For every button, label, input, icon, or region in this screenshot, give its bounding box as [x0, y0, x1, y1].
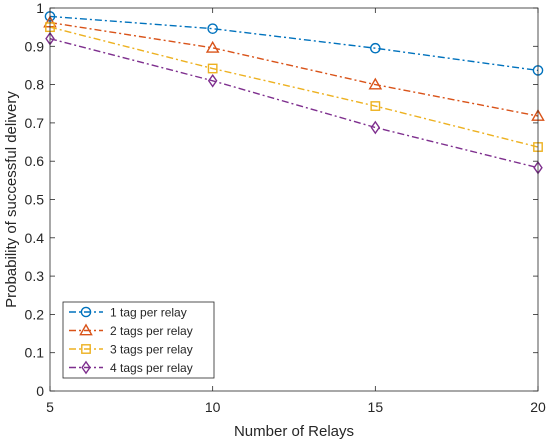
legend-marker-1 — [80, 306, 92, 318]
series-3-point-3 — [370, 101, 381, 111]
series-1-point-2 — [207, 23, 218, 34]
y-tick-label: 0.7 — [25, 115, 45, 131]
y-tick-label: 0.1 — [25, 345, 45, 361]
series-1-point-3 — [370, 42, 381, 54]
y-tick-label: 1 — [36, 0, 44, 16]
series-line-3 — [49, 26, 539, 148]
legend-marker-2 — [79, 323, 93, 336]
legend: 1 tag per relay 2 tags per relay 3 tags pe… — [62, 301, 215, 379]
x-tick-label: 15 — [368, 399, 384, 415]
y-tick-label: 0.6 — [25, 153, 45, 169]
series-2-point-3 — [368, 77, 383, 90]
y-tick-label: 0.5 — [25, 192, 45, 208]
y-tick-label: 0.2 — [25, 306, 45, 322]
legend-label-2: 2 tags per relay — [110, 324, 193, 338]
axes-layer: 5 10 15 20 0 0.1 0.2 0.3 0.4 0.5 0.6 0.7 0.8 0.9 1 — [25, 0, 546, 415]
x-tick-label: 10 — [205, 399, 221, 415]
y-axis-title: Probability of successful delivery — [3, 91, 20, 308]
series-line-1 — [49, 15, 539, 72]
x-axis-title: Number of Relays — [234, 423, 354, 440]
legend-marker-4 — [81, 360, 91, 375]
series-3-point-2 — [207, 63, 218, 74]
x-tick-label: 20 — [530, 399, 546, 415]
legend-label-3: 3 tags per relay — [110, 343, 193, 357]
legend-label-1: 1 tag per relay — [110, 306, 187, 320]
y-tick-label: 0.3 — [25, 268, 45, 284]
legend-marker-3 — [81, 344, 91, 354]
series-line-4 — [49, 37, 539, 169]
y-tick-label: 0 — [36, 383, 44, 399]
y-tick-label: 0.9 — [25, 38, 45, 54]
series-4-point-3 — [370, 120, 381, 135]
series-4-point-2 — [207, 73, 218, 88]
x-tick-label: 5 — [46, 399, 54, 415]
legend-label-4: 4 tags per relay — [110, 361, 193, 375]
series-2-point-2 — [205, 40, 220, 53]
y-tick-label: 0.4 — [25, 230, 45, 246]
y-tick-label: 0.8 — [25, 77, 45, 93]
